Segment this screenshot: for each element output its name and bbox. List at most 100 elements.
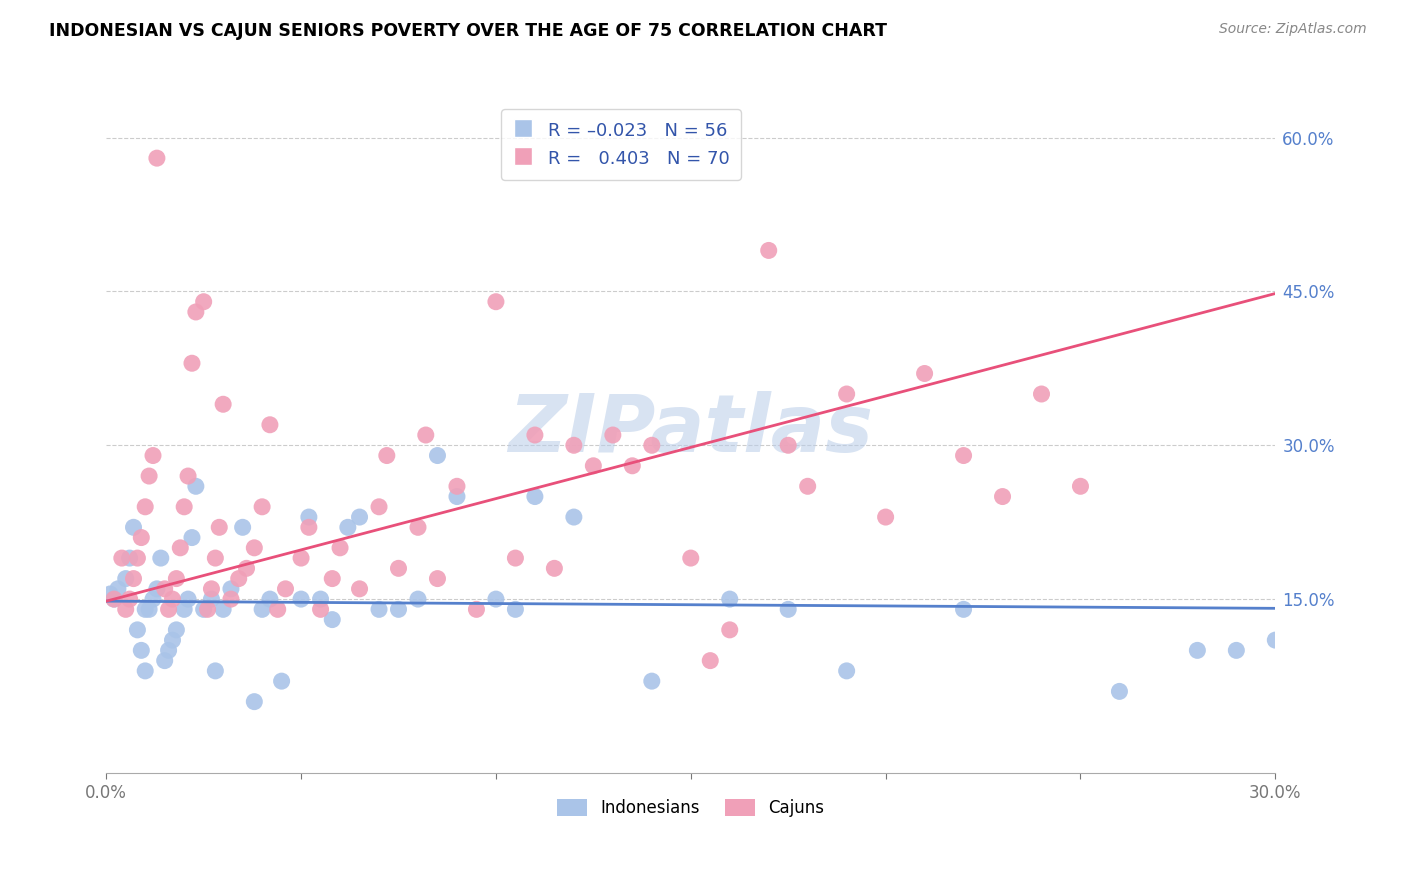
Point: [875, 510, 897, 524]
Point: [329, 541, 352, 555]
Point: [718, 592, 741, 607]
Point: [336, 520, 359, 534]
Point: [177, 592, 200, 607]
Legend: Indonesians, Cajuns: Indonesians, Cajuns: [551, 792, 831, 823]
Point: [131, 643, 153, 657]
Point: [406, 592, 429, 607]
Point: [165, 623, 187, 637]
Point: [184, 479, 207, 493]
Text: ZIPatlas: ZIPatlas: [509, 391, 873, 469]
Point: [259, 592, 281, 607]
Point: [114, 602, 136, 616]
Point: [523, 490, 546, 504]
Point: [621, 458, 644, 473]
Point: [193, 602, 215, 616]
Point: [146, 582, 169, 596]
Point: [796, 479, 818, 493]
Point: [309, 602, 332, 616]
Point: [309, 592, 332, 607]
Point: [758, 244, 780, 258]
Point: [177, 469, 200, 483]
Point: [321, 572, 343, 586]
Point: [523, 428, 546, 442]
Point: [212, 397, 235, 411]
Point: [184, 305, 207, 319]
Point: [259, 417, 281, 432]
Point: [114, 572, 136, 586]
Point: [835, 387, 858, 401]
Point: [952, 449, 974, 463]
Point: [778, 438, 800, 452]
Point: [290, 551, 312, 566]
Point: [235, 561, 257, 575]
Point: [368, 602, 391, 616]
Point: [131, 531, 153, 545]
Point: [1069, 479, 1091, 493]
Point: [122, 520, 145, 534]
Point: [111, 551, 134, 566]
Point: [134, 500, 156, 514]
Point: [952, 602, 974, 616]
Point: [406, 520, 429, 534]
Point: [219, 592, 242, 607]
Point: [426, 572, 449, 586]
Point: [228, 572, 250, 586]
Point: [368, 500, 391, 514]
Point: [778, 602, 800, 616]
Point: [118, 551, 141, 566]
Point: [274, 582, 297, 596]
Point: [349, 582, 371, 596]
Point: [446, 479, 468, 493]
Point: [835, 664, 858, 678]
Point: [157, 643, 180, 657]
Point: [602, 428, 624, 442]
Point: [543, 561, 565, 575]
Point: [298, 510, 321, 524]
Point: [505, 551, 527, 566]
Point: [641, 438, 664, 452]
Point: [146, 151, 169, 165]
Point: [212, 602, 235, 616]
Point: [173, 602, 195, 616]
Point: [1264, 633, 1286, 648]
Point: [562, 510, 585, 524]
Point: [197, 602, 219, 616]
Point: [219, 582, 242, 596]
Point: [415, 428, 437, 442]
Point: [243, 695, 266, 709]
Point: [162, 592, 184, 607]
Point: [142, 449, 165, 463]
Point: [718, 623, 741, 637]
Point: [204, 551, 226, 566]
Point: [200, 592, 222, 607]
Point: [298, 520, 321, 534]
Point: [134, 602, 156, 616]
Point: [122, 572, 145, 586]
Point: [243, 541, 266, 555]
Point: [103, 592, 125, 607]
Point: [426, 449, 449, 463]
Point: [138, 602, 160, 616]
Point: [208, 520, 231, 534]
Point: [142, 592, 165, 607]
Point: [127, 551, 149, 566]
Text: Source: ZipAtlas.com: Source: ZipAtlas.com: [1219, 22, 1367, 37]
Point: [270, 674, 292, 689]
Point: [1108, 684, 1130, 698]
Text: INDONESIAN VS CAJUN SENIORS POVERTY OVER THE AGE OF 75 CORRELATION CHART: INDONESIAN VS CAJUN SENIORS POVERTY OVER…: [49, 22, 887, 40]
Point: [375, 449, 398, 463]
Point: [165, 572, 187, 586]
Point: [914, 367, 936, 381]
Point: [157, 602, 180, 616]
Point: [562, 438, 585, 452]
Point: [679, 551, 702, 566]
Point: [505, 602, 527, 616]
Point: [127, 623, 149, 637]
Point: [169, 541, 191, 555]
Point: [387, 561, 409, 575]
Point: [181, 356, 204, 370]
Point: [1225, 643, 1247, 657]
Point: [204, 664, 226, 678]
Point: [699, 654, 721, 668]
Point: [267, 602, 290, 616]
